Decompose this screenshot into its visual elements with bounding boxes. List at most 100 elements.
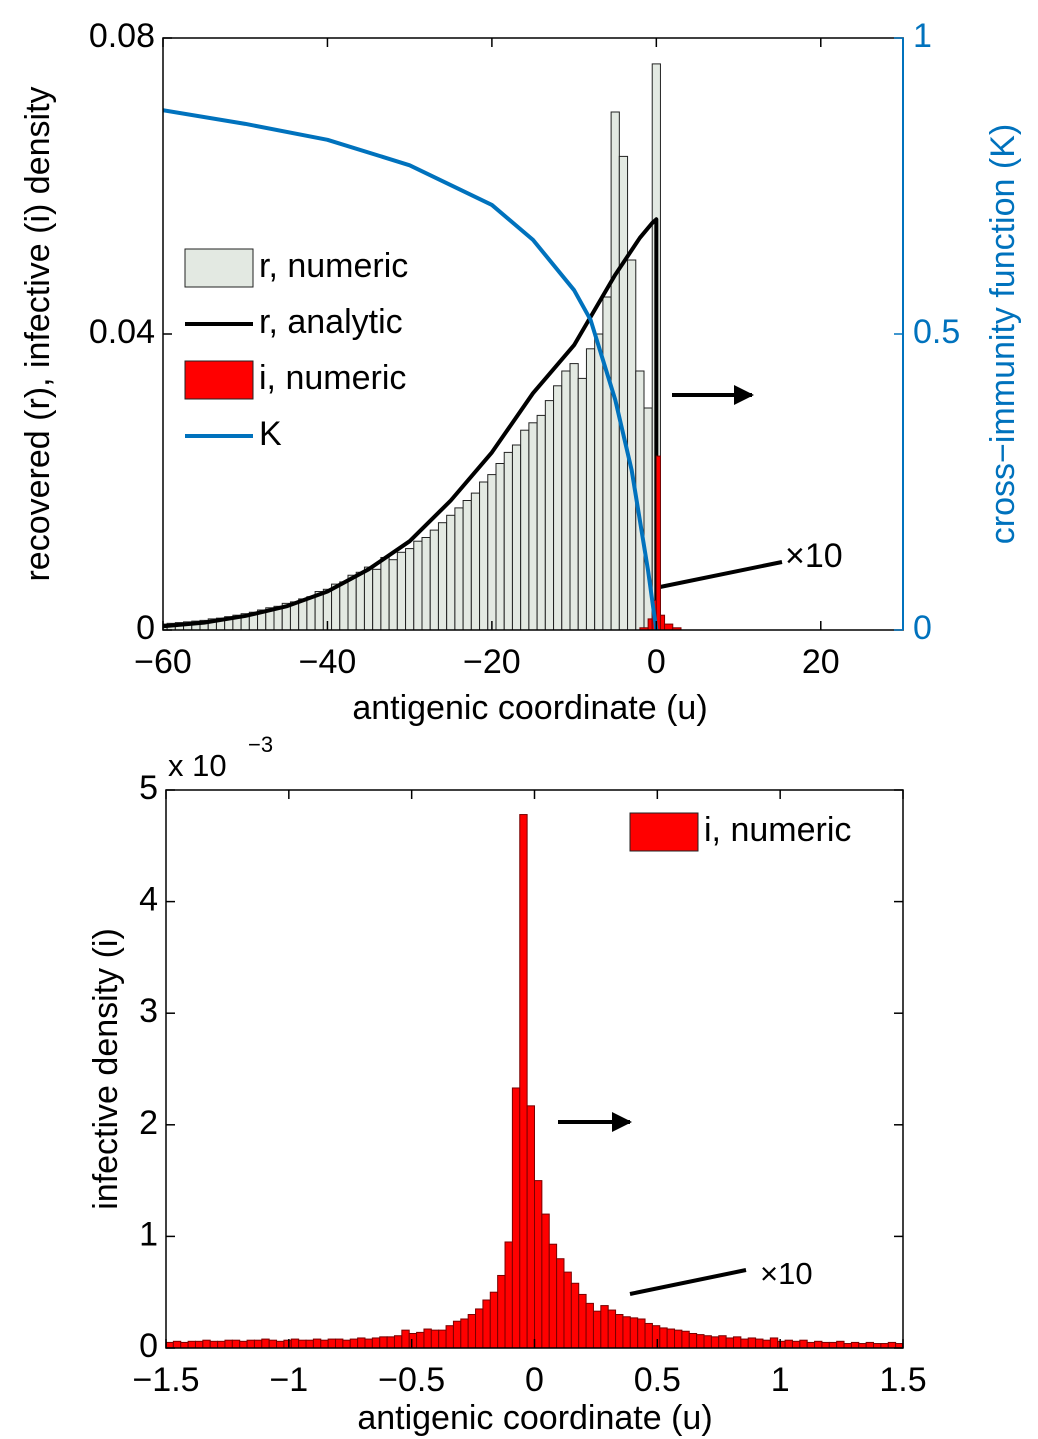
histogram-bar [172,1340,182,1348]
histogram-bar [446,514,456,630]
histogram-bar [618,155,629,630]
histogram-bar [445,1325,454,1348]
y2-axis-label: cross−immunity function (K) [984,124,1022,544]
histogram-bar [578,1293,587,1348]
histogram-bar [298,598,308,630]
y-tick-label: 0.08 [89,17,155,55]
histogram-bar [520,429,530,630]
histogram-bar [570,1282,580,1348]
histogram-bar [627,259,637,630]
histogram-bar [331,583,341,630]
histogram-bar [622,1316,631,1348]
y-tick-label: 5 [139,769,158,807]
histogram-bar [544,400,555,630]
histogram-bar [666,1328,676,1348]
histogram-bar [437,522,448,630]
annotation: ×10 [785,537,843,575]
histogram-bar [305,1339,314,1348]
histogram-bar [276,1340,285,1348]
histogram-bar [413,540,423,630]
plot-area [163,63,682,630]
histogram-bar [806,1341,816,1348]
histogram-bar [429,529,439,630]
histogram-bar [363,566,374,630]
x-tick-label: −1 [269,1361,308,1399]
histogram-bar [703,1335,712,1348]
legend-swatch [629,812,699,852]
histogram-bar [487,474,497,630]
histogram-bar [718,1335,727,1348]
axis-multiplier: x 10 [168,748,227,783]
y-tick-label: 0 [139,1327,158,1365]
histogram-bar [777,1340,786,1348]
histogram-bar [769,1337,779,1348]
y2-tick-label: 1 [913,17,932,55]
histogram-bar [865,1341,875,1348]
histogram-bar [526,1105,536,1348]
annotation: ×10 [760,1256,813,1291]
x-tick-label: −40 [299,643,357,681]
x-tick-label: 20 [802,643,840,681]
histogram-bar [217,1340,226,1348]
histogram-bar [231,1339,241,1348]
histogram-bar [895,1343,903,1348]
histogram-bar [659,614,666,630]
histogram-bar [556,1258,565,1348]
histogram-bar [209,1340,219,1348]
legend-swatch [184,360,254,400]
histogram-bar [312,1338,322,1348]
histogram-bar [784,1339,793,1348]
y-tick-label: 2 [139,1104,158,1142]
histogram-bar [637,1318,646,1348]
histogram-bar [347,574,357,630]
histogram-bar [261,1338,270,1348]
histogram-bar [393,1335,403,1348]
histogram-bar [740,1338,749,1348]
histogram-bar [372,568,382,630]
histogram-bar [306,596,316,630]
histogram-bar [187,1340,196,1348]
histogram-bar [814,1340,823,1348]
histogram-bar [519,814,528,1348]
y-tick-label: 1 [139,1215,158,1253]
histogram-bar [475,1308,484,1348]
histogram-bar [534,1180,543,1348]
histogram-bar [674,1329,683,1348]
histogram-bar [357,1337,366,1348]
histogram-bar [298,1339,307,1348]
histogram-bar [647,618,653,630]
histogram-bar [747,1337,757,1348]
histogram-bar [732,1336,742,1348]
x-tick-label: −60 [134,643,192,681]
histogram-bar [339,581,349,630]
histogram-bar [664,623,674,630]
x-tick-label: −20 [463,643,521,681]
x-tick-label: 1.5 [879,1361,926,1399]
x-axis-label: antigenic coordinate (u) [352,689,707,727]
y-tick-label: 4 [139,881,158,919]
histogram-bar [246,1339,255,1348]
histogram-bar [462,500,472,630]
histogram-bar [672,627,682,630]
histogram-bar [755,1338,764,1348]
histogram-bar [342,1339,351,1348]
legend-label: r, numeric [259,247,408,285]
histogram-bar [386,1336,395,1348]
y2-tick-label: 0 [913,609,932,647]
histogram-bar [283,1339,292,1348]
histogram-bar [710,1336,720,1348]
axis-multiplier-exponent: −3 [248,732,273,757]
histogram-bar [762,1339,771,1348]
y2-tick-label: 0.5 [913,313,960,351]
histogram-bar [585,348,596,630]
plot-area [166,814,903,1348]
histogram-bar [470,492,481,630]
histogram-bar [194,1340,204,1348]
histogram-bar [569,363,579,630]
histogram-bar [511,444,522,630]
histogram-bar [438,1329,447,1348]
histogram-bar [503,451,513,630]
histogram-bar [592,1310,602,1348]
histogram-bar [408,1332,418,1348]
y-tick-label: 3 [139,992,158,1030]
